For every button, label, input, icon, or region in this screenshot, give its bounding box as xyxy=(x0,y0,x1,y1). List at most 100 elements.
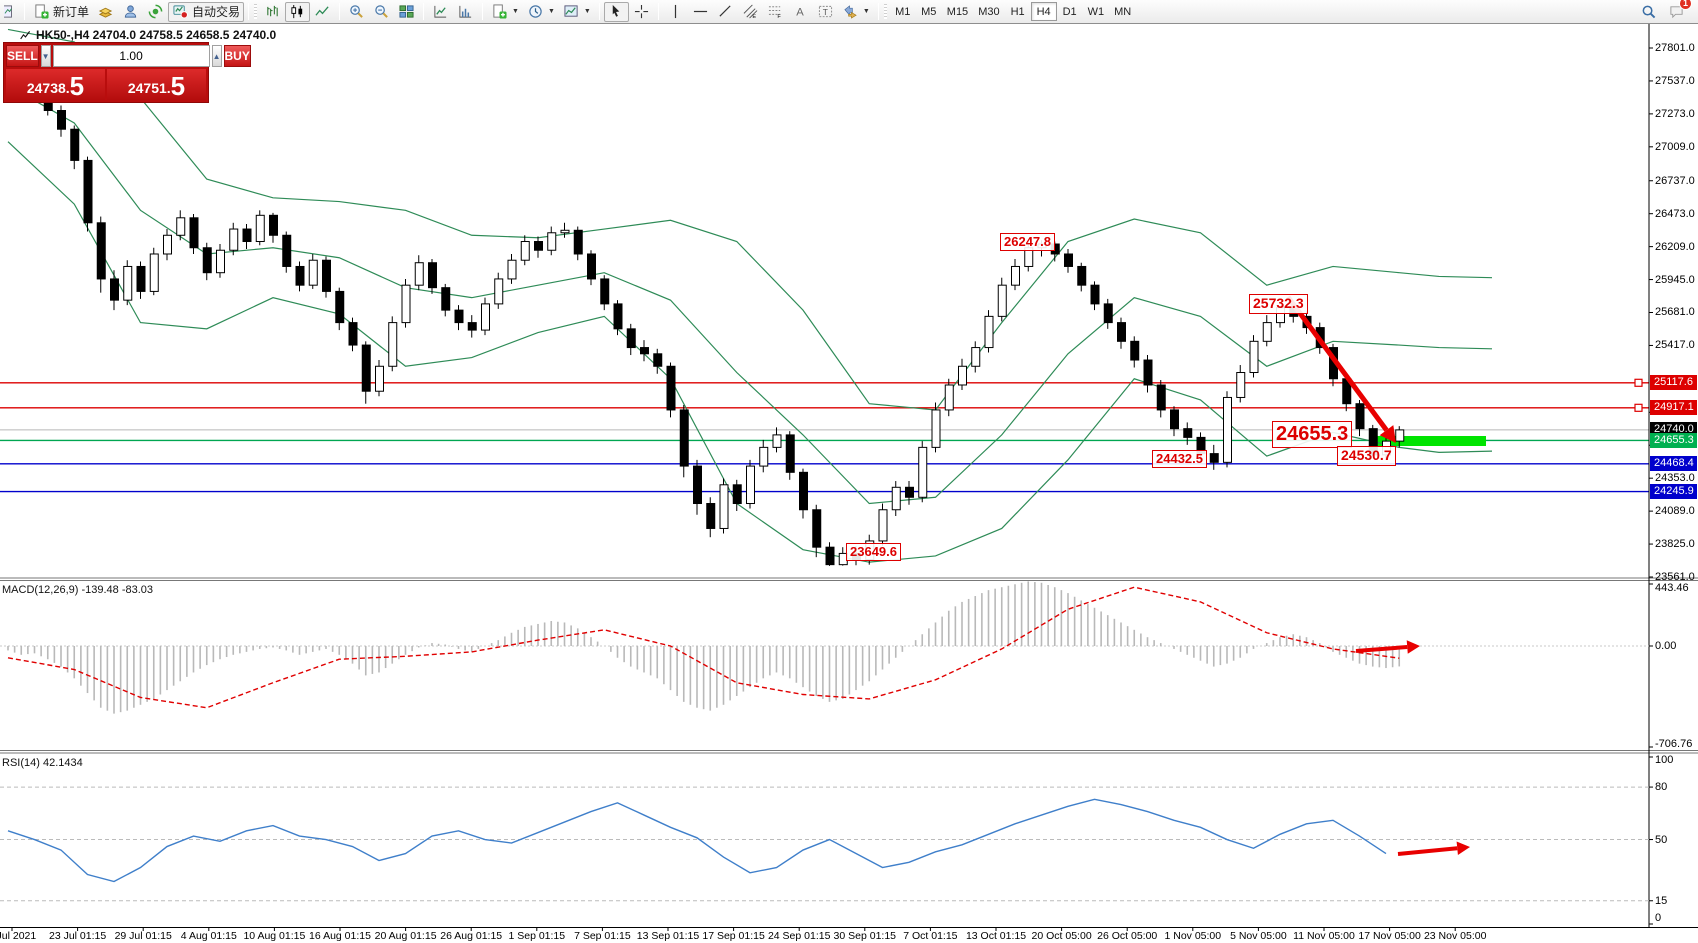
timeframe-button-mn[interactable]: MN xyxy=(1114,5,1132,18)
toolbar-separator xyxy=(24,3,25,20)
price-axis[interactable]: 27801.0 27537.0 27273.0 27009.0 26737.0 26473… xyxy=(1649,0,1698,943)
tile-windows-button[interactable] xyxy=(394,2,419,22)
macd-tick-label: -706.76 xyxy=(1655,738,1693,750)
zoom-out-icon xyxy=(373,3,390,20)
clock-icon xyxy=(527,3,544,20)
volume-input[interactable] xyxy=(52,45,210,67)
trendline-icon xyxy=(717,3,734,20)
macd-tick-label: 443.46 xyxy=(1655,582,1689,594)
price-axis-badge: 24917.1 xyxy=(1650,400,1697,416)
date-axis-label: 9 Jul 2021 xyxy=(0,930,37,942)
candlestick-chart-button[interactable] xyxy=(285,1,311,22)
price-tick-label: 25945.0 xyxy=(1655,273,1695,286)
autotrading-button[interactable]: 自动交易 xyxy=(168,1,245,22)
bar-chart-icon xyxy=(264,3,281,20)
line-chart-button[interactable] xyxy=(310,2,335,22)
buy-price[interactable]: 24751. 5 xyxy=(107,69,206,100)
horizontal-line-icon xyxy=(692,3,709,20)
price-callout-label: 24530.7 xyxy=(1337,446,1396,466)
fibonacci-button[interactable]: F xyxy=(763,2,788,22)
navigator-button[interactable] xyxy=(143,2,168,22)
volume-increase-button[interactable]: ▲ xyxy=(211,45,222,67)
chevron-down-icon: ▼ xyxy=(512,8,519,15)
main-toolbar: 新订单 自动交易 ▼ ▼ ▼ E F A T ▼ xyxy=(0,0,1698,24)
sell-button[interactable]: SELL xyxy=(6,45,39,67)
date-axis-label: 11 Nov 05:00 xyxy=(1293,930,1355,942)
timeframe-group: M1 M5 M15 M30 H1 H4 D1 W1 MN xyxy=(890,2,1136,21)
rsi-tick-label: 50 xyxy=(1655,833,1668,846)
rsi-tick-label: 0 xyxy=(1655,912,1662,924)
zoom-out-button[interactable] xyxy=(369,2,394,22)
date-axis-label: 17 Nov 05:00 xyxy=(1358,930,1421,942)
timeframe-button-h1[interactable]: H1 xyxy=(1010,5,1025,18)
date-axis-label: 10 Aug 01:15 xyxy=(243,930,306,942)
text-button[interactable]: A xyxy=(788,2,813,22)
toolbar-separator xyxy=(877,3,879,20)
chat-icon[interactable]: 1 xyxy=(1665,0,1692,23)
sell-price[interactable]: 24738. 5 xyxy=(6,69,105,100)
price-axis-badge: 24655.3 xyxy=(1650,432,1697,448)
toolbar-grip[interactable] xyxy=(254,4,258,19)
crosshair-button[interactable] xyxy=(629,2,654,22)
crosshair-icon xyxy=(633,3,650,20)
text-label-button[interactable]: T xyxy=(813,2,838,22)
buy-button[interactable]: BUY xyxy=(223,45,251,67)
date-axis-label: 16 Aug 01:15 xyxy=(309,930,371,942)
indicators-icon xyxy=(432,3,449,20)
volume-decrease-button[interactable]: ▼ xyxy=(40,45,51,67)
cursor-button[interactable] xyxy=(603,1,629,22)
date-axis-label: 7 Sep 01:15 xyxy=(574,930,631,942)
buy-price-main: 24751. xyxy=(127,80,171,96)
horizontal-line-button[interactable] xyxy=(688,2,713,22)
timeframe-button-d1[interactable]: D1 xyxy=(1062,5,1077,18)
bollinger-bands xyxy=(7,28,1493,563)
profiles-button[interactable] xyxy=(93,2,118,22)
price-tick-label: 27801.0 xyxy=(1655,42,1695,54)
price-callout-label: 26247.8 xyxy=(1000,233,1055,252)
timeframe-button-h4[interactable]: H4 xyxy=(1030,2,1057,21)
price-tick-label: 27009.0 xyxy=(1655,140,1695,153)
timeframe-button-w1[interactable]: W1 xyxy=(1087,5,1105,18)
date-axis-label: 13 Sep 01:15 xyxy=(636,930,700,942)
equidistant-channel-icon: E xyxy=(742,3,759,20)
timeframe-button-m30[interactable]: M30 xyxy=(978,5,1000,18)
indicators-button[interactable] xyxy=(428,2,453,22)
timeframe-button-m5[interactable]: M5 xyxy=(921,5,937,18)
add-indicator-button[interactable]: ▼ xyxy=(487,2,523,22)
vertical-line-icon xyxy=(667,3,684,20)
timeframe-button-m1[interactable]: M1 xyxy=(895,5,911,18)
search-icon[interactable] xyxy=(1637,1,1659,23)
shapes-button[interactable]: ▼ xyxy=(838,2,874,22)
community-button[interactable] xyxy=(118,2,143,22)
chart-title: HK50-,H4 24704.0 24758.5 24658.5 24740.0 xyxy=(20,28,276,42)
red-arrow xyxy=(1379,425,1396,443)
template-button[interactable]: ▼ xyxy=(559,2,595,22)
rsi-tick-label: 15 xyxy=(1655,894,1668,907)
new-order-button[interactable]: 新订单 xyxy=(29,2,93,22)
date-axis-label: 7 Oct 01:15 xyxy=(903,930,958,942)
navigator-icon xyxy=(147,3,164,20)
price-axis-badge: 24468.4 xyxy=(1650,456,1697,472)
vertical-line-button[interactable] xyxy=(663,2,688,22)
trendline-button[interactable] xyxy=(713,2,738,22)
price-tick-label: 23561.0 xyxy=(1655,570,1695,583)
toolbar-grip[interactable] xyxy=(883,4,887,19)
toolbar-separator xyxy=(248,3,250,20)
toolbar-separator xyxy=(339,3,341,20)
period-clock-button[interactable]: ▼ xyxy=(523,2,559,22)
channel-button[interactable]: E xyxy=(738,2,763,22)
rsi-tick-label: 100 xyxy=(1655,754,1674,766)
bar-chart-button[interactable] xyxy=(260,2,285,22)
buy-price-big-digit: 5 xyxy=(170,71,186,101)
svg-text:T: T xyxy=(823,7,828,17)
periods-button[interactable] xyxy=(453,2,478,22)
pane-frame xyxy=(0,24,1698,928)
line-chart-icon xyxy=(314,3,331,20)
price-callout-label: 24655.3 xyxy=(1272,421,1353,448)
date-axis-label: 20 Oct 05:00 xyxy=(1031,930,1092,942)
timeframe-button-m15[interactable]: M15 xyxy=(946,5,969,18)
chart-window-icon[interactable] xyxy=(3,3,20,20)
zoom-in-button[interactable] xyxy=(344,2,369,22)
